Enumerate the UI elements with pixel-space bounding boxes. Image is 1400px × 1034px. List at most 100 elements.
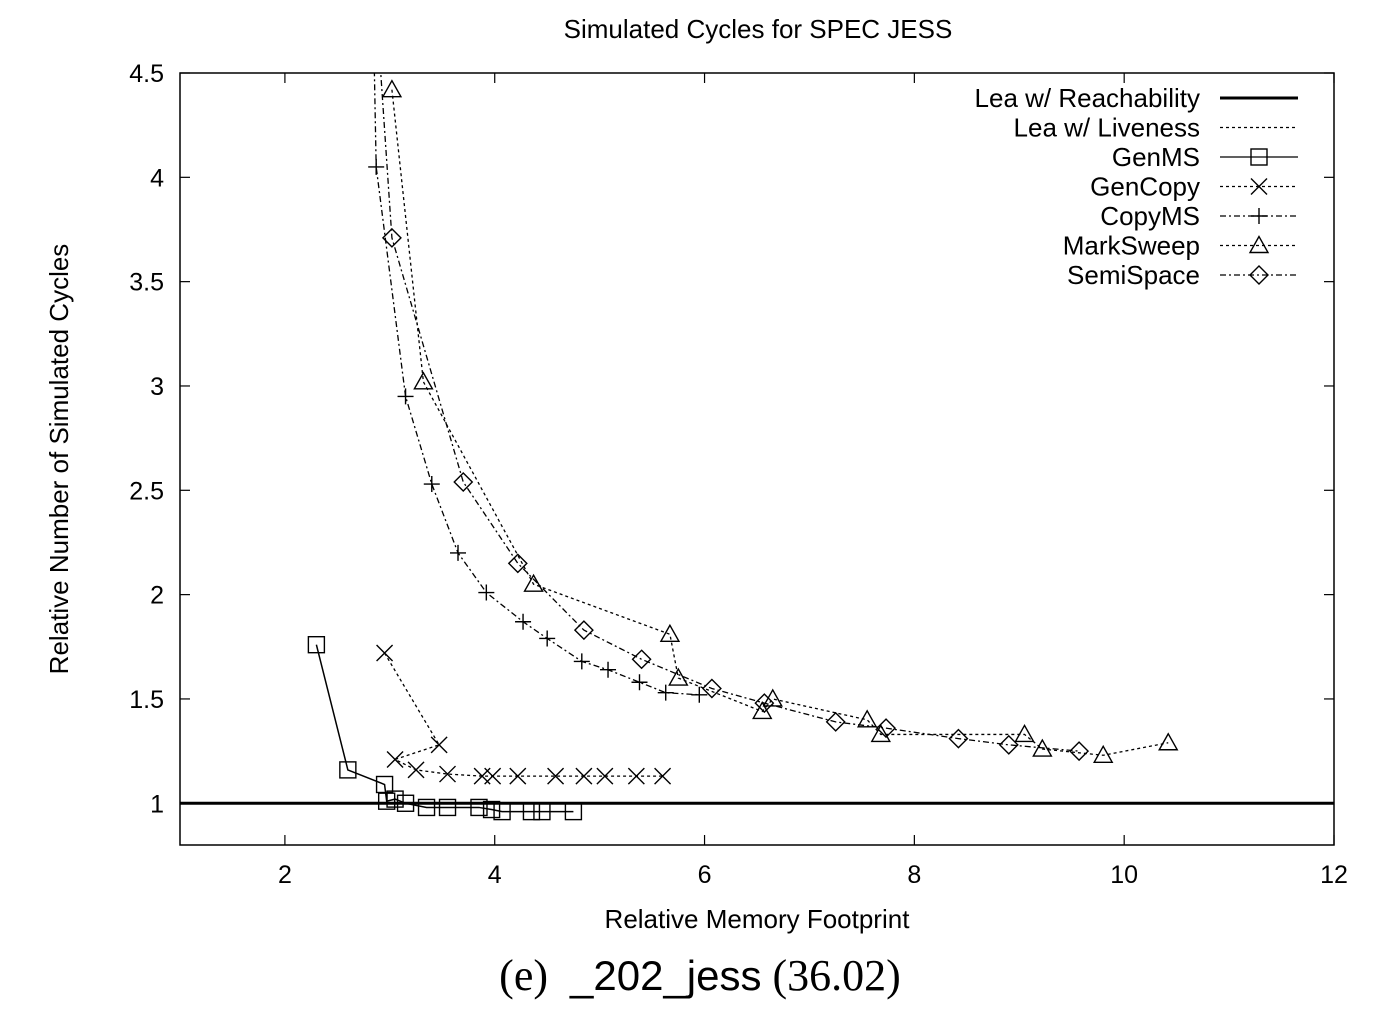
data-point-genms [307, 635, 326, 654]
x-tick-label: 4 [488, 861, 502, 889]
y-tick-label: 3.5 [129, 269, 164, 297]
data-point-marksweep [668, 667, 689, 686]
data-point-semispace [1069, 741, 1090, 762]
legend-label-lea-w-reachability: Lea w/ Reachability [975, 83, 1200, 113]
data-point-semispace [825, 711, 846, 732]
data-point-copyms [423, 476, 440, 493]
y-tick-label: 1.5 [129, 686, 164, 714]
data-point-marksweep [1032, 738, 1053, 757]
data-point-genms [470, 798, 488, 817]
data-point-genms [522, 802, 541, 821]
data-point-copyms [366, 48, 382, 64]
data-point-gencopy [509, 767, 527, 785]
data-point-semispace [701, 678, 722, 699]
data-point-semispace [754, 693, 775, 714]
data-point-marksweep [870, 723, 891, 743]
plot-frame [179, 72, 1335, 846]
data-point-semispace [876, 718, 897, 739]
data-point-genms [396, 794, 415, 812]
data-point-marksweep [1158, 732, 1179, 751]
data-point-semispace [631, 649, 652, 670]
x-tick-label: 12 [1320, 861, 1348, 889]
data-point-genms [417, 798, 436, 817]
x-axis-label: Relative Memory Footprint [605, 904, 911, 934]
data-point-semispace [370, 43, 388, 61]
legend-marker-semispace [1249, 265, 1269, 285]
data-point-marksweep [659, 623, 681, 642]
data-point-gencopy [439, 765, 457, 783]
data-point-gencopy [627, 767, 645, 785]
y-tick-label: 2.5 [129, 477, 164, 505]
legend-label-semispace: SemiSpace [1067, 260, 1200, 290]
series-line-marksweep [391, 89, 1169, 756]
data-point-marksweep [413, 371, 434, 390]
legend-marker-marksweep [1248, 235, 1270, 254]
x-tick-label: 6 [698, 861, 712, 889]
data-point-marksweep [381, 79, 403, 98]
data-point-gencopy [596, 767, 614, 785]
data-point-marksweep [856, 709, 878, 728]
data-point-genms [493, 802, 511, 821]
legend-marker-genms [1250, 148, 1268, 166]
data-point-copyms [539, 630, 556, 647]
data-point-semispace [453, 471, 474, 492]
data-point-gencopy [484, 767, 502, 785]
caption-value: (36.02) [772, 951, 901, 1000]
data-point-semispace [573, 620, 594, 641]
data-point-copyms [600, 661, 617, 678]
series-line-semispace [380, 73, 1080, 752]
data-point-gencopy [430, 736, 448, 754]
series-line-gencopy [384, 652, 663, 777]
legend-label-marksweep: MarkSweep [1063, 231, 1200, 261]
y-tick-label: 4 [150, 164, 164, 192]
data-point-copyms [657, 684, 674, 701]
chart-title: Simulated Cycles for SPEC JESS [564, 14, 953, 44]
y-tick-label: 3 [150, 373, 164, 401]
legend-label-gencopy: GenCopy [1090, 172, 1200, 202]
data-point-copyms [691, 686, 708, 703]
data-point-copyms [573, 653, 590, 670]
y-tick-label: 1 [150, 790, 164, 818]
legend-label-genms: GenMS [1112, 142, 1200, 172]
series-line-genms [315, 644, 574, 813]
y-tick-label: 2 [150, 582, 164, 610]
data-point-genms [438, 798, 457, 817]
series-line-copyms [373, 73, 700, 696]
data-point-marksweep [1014, 723, 1035, 743]
legend-label-lea-w-liveness: Lea w/ Liveness [1014, 113, 1200, 143]
legend-label-copyms: CopyMS [1100, 201, 1200, 231]
data-point-genms [482, 800, 501, 819]
x-tick-label: 2 [278, 861, 292, 889]
data-point-marksweep [1093, 744, 1114, 763]
legend-marker-copyms [1251, 208, 1267, 224]
legend-marker-gencopy [1250, 178, 1268, 195]
data-point-gencopy [654, 767, 672, 785]
data-point-genms [533, 802, 551, 821]
x-tick-label: 8 [907, 861, 921, 889]
data-point-semispace [381, 227, 402, 248]
data-point-copyms [631, 674, 648, 691]
data-point-copyms [450, 544, 467, 561]
data-point-copyms [368, 158, 385, 175]
data-point-gencopy [386, 750, 404, 768]
data-point-semispace [507, 553, 528, 574]
figure-caption: (e) _202_jess (36.02) [0, 950, 1400, 1001]
data-point-genms [339, 761, 357, 779]
y-axis-label: Relative Number of Simulated Cycles [44, 244, 74, 675]
data-point-semispace [948, 728, 969, 749]
data-point-genms [564, 802, 583, 821]
y-tick-label: 4.5 [129, 60, 164, 88]
data-point-marksweep [523, 573, 544, 592]
x-tick-label: 10 [1110, 861, 1138, 889]
data-point-gencopy [575, 767, 593, 785]
data-point-copyms [478, 584, 495, 601]
data-point-copyms [397, 388, 414, 405]
data-point-gencopy [407, 761, 425, 779]
caption-prefix: (e) [499, 951, 549, 1000]
caption-benchmark-name: _202_jess [570, 952, 762, 999]
data-point-gencopy [547, 767, 565, 785]
plot-area [180, 43, 1334, 821]
data-point-gencopy [376, 644, 394, 662]
